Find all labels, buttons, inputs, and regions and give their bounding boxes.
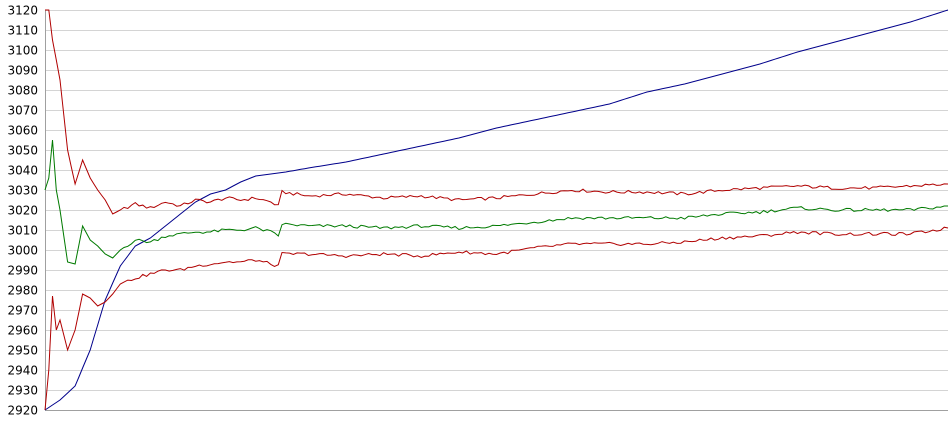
chart-axes <box>45 10 948 411</box>
y-tick-label: 3080 <box>7 84 38 98</box>
y-axis-tick-labels: 3120 3110 3100 3090 3080 3070 3060 3050 3040 3030… <box>7 4 38 418</box>
y-tick-label: 2930 <box>7 384 38 398</box>
y-tick-label: 3020 <box>7 204 38 218</box>
series-line-2 <box>44 139 948 265</box>
y-tick-label: 2970 <box>7 304 38 318</box>
series-line-1 <box>45 9 949 215</box>
y-tick-label: 2990 <box>7 264 38 278</box>
y-tick-label: 2940 <box>7 364 38 378</box>
y-tick-label: 3050 <box>7 144 38 158</box>
y-tick-label: 3060 <box>7 124 38 138</box>
y-tick-label: 3120 <box>7 4 38 18</box>
series-line-0 <box>44 9 949 411</box>
y-tick-label: 2980 <box>7 284 38 298</box>
series-line-3 <box>44 226 949 411</box>
chart-grid <box>45 10 948 411</box>
chart-series <box>44 9 949 411</box>
y-tick-label: 3010 <box>7 224 38 238</box>
y-tick-label: 3110 <box>7 24 38 38</box>
y-tick-label: 3100 <box>7 44 38 58</box>
y-tick-label: 3030 <box>7 184 38 198</box>
y-tick-label: 3070 <box>7 104 38 118</box>
y-tick-label: 3000 <box>7 244 38 258</box>
y-tick-label: 3040 <box>7 164 38 178</box>
y-tick-label: 2960 <box>7 324 38 338</box>
y-tick-label: 2920 <box>7 404 38 418</box>
y-tick-label: 2950 <box>7 344 38 358</box>
y-tick-label: 3090 <box>7 64 38 78</box>
